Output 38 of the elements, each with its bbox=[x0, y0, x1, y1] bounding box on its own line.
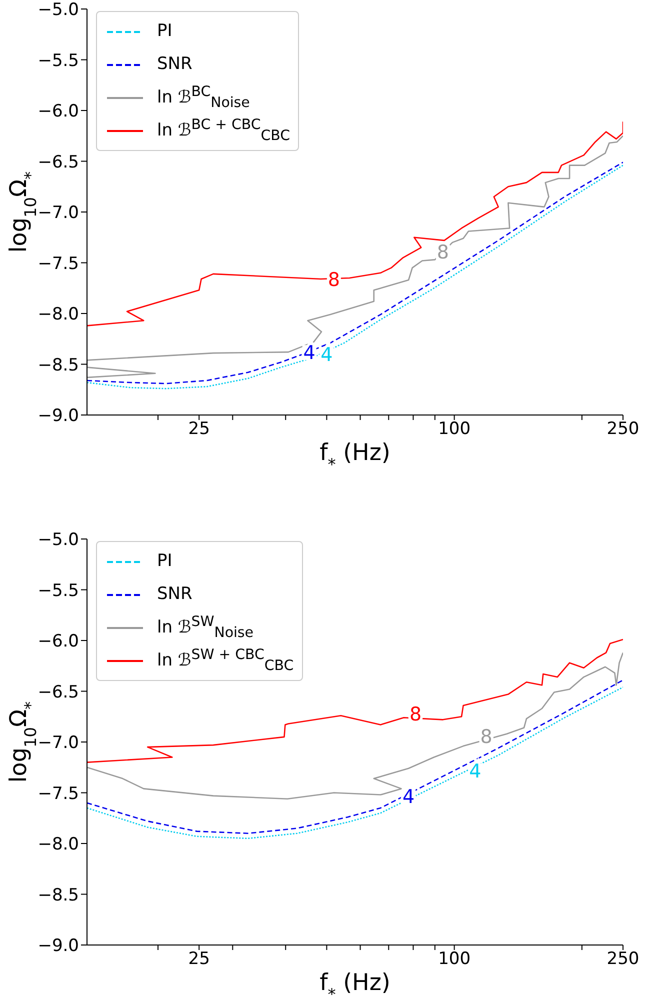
x-tick-label: 250 bbox=[606, 949, 640, 970]
legend-label: SNR bbox=[157, 54, 192, 74]
y-tick-label: −8.5 bbox=[38, 355, 79, 376]
legend-label: PI bbox=[157, 551, 172, 571]
annotation: 8 bbox=[480, 726, 492, 748]
y-tick-label: −7.0 bbox=[38, 203, 79, 224]
y-tick-label: −5.5 bbox=[38, 50, 79, 71]
annotation: 4 bbox=[320, 344, 333, 366]
y-tick-label: −8.0 bbox=[38, 834, 79, 855]
annotation: 8 bbox=[409, 704, 422, 726]
legend-label: PI bbox=[157, 21, 172, 41]
y-tick-label: −6.5 bbox=[38, 152, 79, 172]
x-tick-label: 25 bbox=[188, 419, 210, 440]
annotation: 4 bbox=[402, 786, 415, 808]
y-tick-label: −8.5 bbox=[38, 885, 79, 906]
y-tick-label: −7.5 bbox=[38, 254, 79, 274]
x-tick-label: 100 bbox=[438, 949, 471, 970]
y-tick-label: −5.0 bbox=[38, 0, 79, 20]
y-tick-label: −5.0 bbox=[38, 530, 79, 550]
y-tick-label: −9.0 bbox=[38, 936, 79, 956]
annotation: 4 bbox=[303, 342, 316, 364]
annotation: 8 bbox=[328, 268, 340, 291]
x-tick-label: 25 bbox=[188, 949, 210, 970]
annotation: 4 bbox=[469, 760, 482, 782]
y-tick-label: −6.5 bbox=[38, 682, 79, 702]
legend-label: SNR bbox=[157, 584, 192, 604]
y-tick-label: −7.5 bbox=[38, 784, 79, 804]
x-axis-title: f$_{*}$ (Hz) bbox=[320, 970, 390, 996]
y-tick-label: −6.0 bbox=[38, 102, 79, 122]
y-tick-label: −5.5 bbox=[38, 580, 79, 601]
y-tick-label: −7.0 bbox=[38, 733, 79, 754]
x-tick-label: 100 bbox=[438, 419, 471, 440]
y-tick-label: −8.0 bbox=[38, 304, 79, 325]
y-tick-label: −9.0 bbox=[38, 406, 79, 426]
annotation: 8 bbox=[436, 242, 449, 264]
x-axis-title: f$_{*}$ (Hz) bbox=[320, 440, 390, 474]
y-tick-label: −6.0 bbox=[38, 632, 79, 652]
x-tick-label: 250 bbox=[606, 419, 640, 440]
